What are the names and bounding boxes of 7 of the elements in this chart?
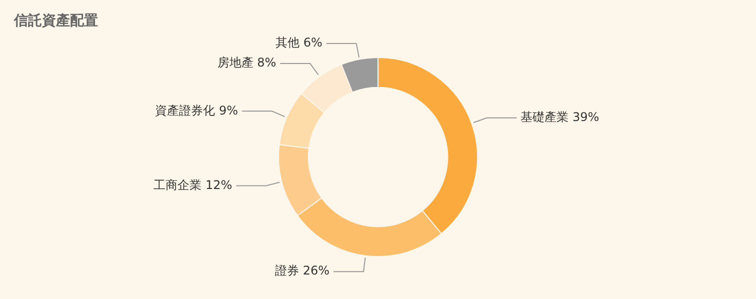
slice-label: 資產證券化 9% bbox=[155, 103, 238, 118]
slice-label: 工商企業 12% bbox=[154, 178, 232, 192]
slice-label: 證券 26% bbox=[275, 264, 330, 278]
slice-label: 基礎產業 39% bbox=[520, 110, 600, 124]
slice-label: 房地產 8% bbox=[217, 56, 276, 70]
chart-title: 信託資產配置 bbox=[14, 12, 98, 30]
slice-label: 其他 6% bbox=[276, 36, 322, 50]
